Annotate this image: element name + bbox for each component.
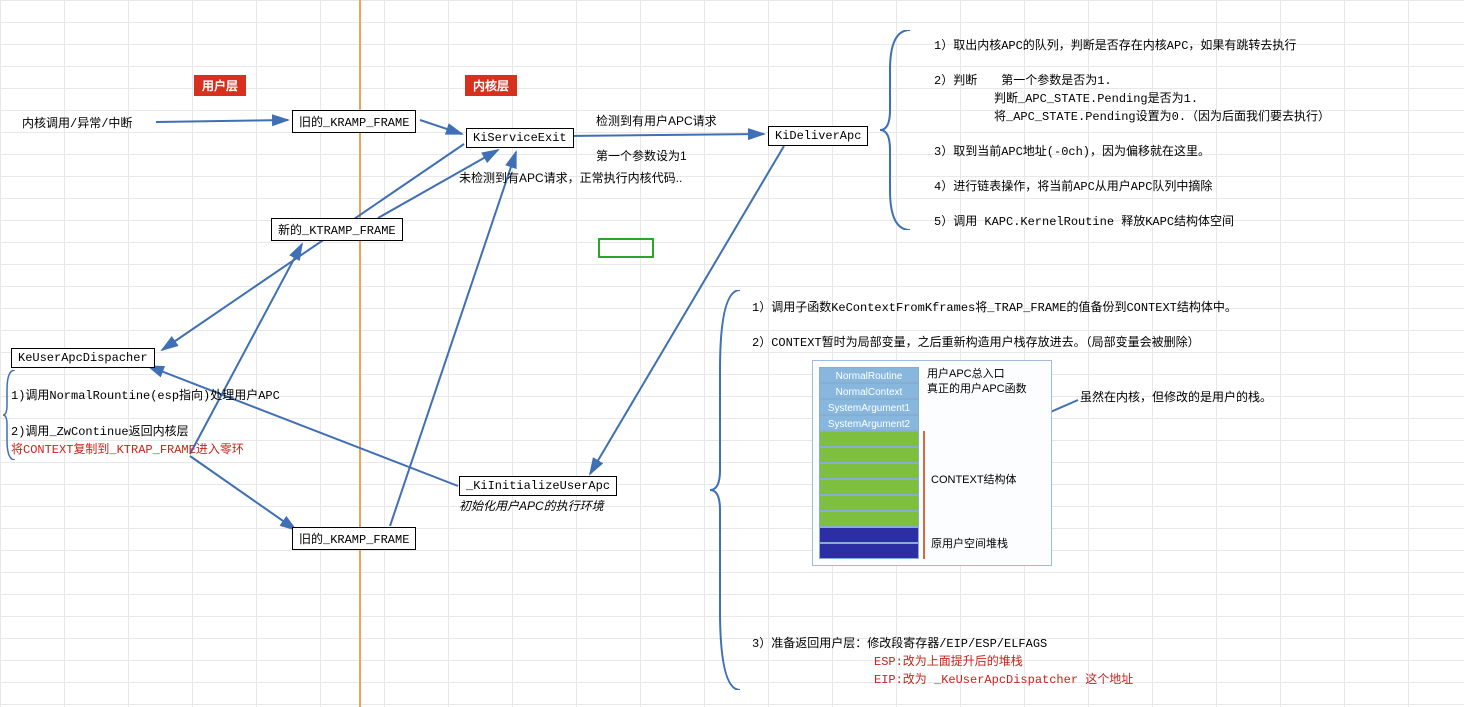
box-kiinituserapc: _KiInitializeUserApc (459, 476, 617, 496)
stack-cell-9 (819, 511, 919, 527)
stack-cell-11 (819, 543, 919, 559)
stack-cell-4 (819, 431, 919, 447)
stack-cell-10 (819, 527, 919, 543)
rm-3: 3）准备返回用户层：修改段寄存器/EIP/ESP/ELFAGS (752, 636, 1047, 653)
label-no-apc: 未检测到有APC请求，正常执行内核代码.. (459, 170, 682, 187)
rt-2b: 判断_APC_STATE.Pending是否为1. (934, 91, 1198, 108)
rm-2e: ） (1188, 336, 1200, 350)
label-exec-env: 初始化用户APC的执行环境 (459, 498, 604, 515)
rm-2: 2）CONTEXT暂时为局部变量，之后重新构造用户栈存放进去。（局部变量会被删除… (752, 335, 1200, 352)
rt-2c: 将_APC_STATE.Pending设置为0.（因为后面我们要去执行） (934, 109, 1330, 126)
tag-kernel-layer: 内核层 (465, 75, 517, 96)
rm-3b: ESP:改为上面提升后的堆栈 (874, 654, 1023, 671)
rm-3c: EIP:改为 _KeUserApcDispatcher 这个地址 (874, 672, 1133, 689)
box-new-frame: 新的_KTRAMP_FRAME (271, 218, 403, 241)
label-detect-apc: 检测到有用户APC请求 (596, 113, 717, 130)
stack-cell-1: NormalContext (819, 383, 919, 399)
box-keuserapcdisp: KeUserApcDispacher (11, 348, 155, 368)
stack-cell-0: NormalRoutine (819, 367, 919, 383)
spreadsheet-grid (0, 0, 1464, 707)
box-kideliverapc: KiDeliverApc (768, 126, 868, 146)
tag-user-layer: 用户层 (194, 75, 246, 96)
rt-4: 4）进行链表操作，将当前APC从用户APC队列中摘除 (934, 179, 1212, 196)
stack-cell-6 (819, 463, 919, 479)
box-kiserviceexit: KiServiceExit (466, 128, 574, 148)
disp-line1: 1)调用NormalRountine(esp指向)处理用户APC (11, 388, 280, 405)
rt-5: 5）调用 KAPC.KernelRoutine 释放KAPC结构体空间 (934, 214, 1234, 231)
green-selection (598, 238, 654, 258)
stack-cell-8 (819, 495, 919, 511)
vertical-separator (359, 0, 361, 707)
label-first-arg: 第一个参数设为1 (596, 148, 687, 165)
rt-3: 3）取到当前APC地址(-0ch)，因为偏移就在这里。 (934, 144, 1210, 161)
rt-1: 1）取出内核APC的队列，判断是否存在内核APC，如果有跳转去执行 (934, 38, 1296, 55)
disp-line2a: 2)调用_ZwContinue返回内核层 (11, 424, 189, 441)
stack-cell-7 (819, 479, 919, 495)
rt-2: 2）判断 第一个参数是否为1. (934, 73, 1112, 90)
box-old-frame-top: 旧的_KRAMP_FRAME (292, 110, 416, 133)
rm-1: 1）调用子函数KeContextFromKframes将_TRAP_FRAME的… (752, 300, 1237, 317)
rm-2c: 存放进去。（ (1026, 336, 1092, 350)
disp-line2b: 将CONTEXT复制到_KTRAP_FRAME进入零环 (11, 442, 244, 459)
stack-cell-3: SystemArgument2 (819, 415, 919, 431)
rm-note: 虽然在内核，但修改的是用户的栈。 (1080, 390, 1272, 407)
stack-diagram: NormalRoutineNormalContextSystemArgument… (812, 360, 1052, 566)
box-old-frame-bottom: 旧的_KRAMP_FRAME (292, 527, 416, 550)
rm-2b: 用户栈 (990, 336, 1026, 350)
stack-cell-5 (819, 447, 919, 463)
stack-cell-2: SystemArgument1 (819, 399, 919, 415)
rm-2d: 局部变量会被删除 (1092, 336, 1188, 350)
start-label: 内核调用/异常/中断 (22, 116, 132, 133)
rm-2a: 2）CONTEXT暂时为局部变量，之后重新构造 (752, 336, 990, 350)
